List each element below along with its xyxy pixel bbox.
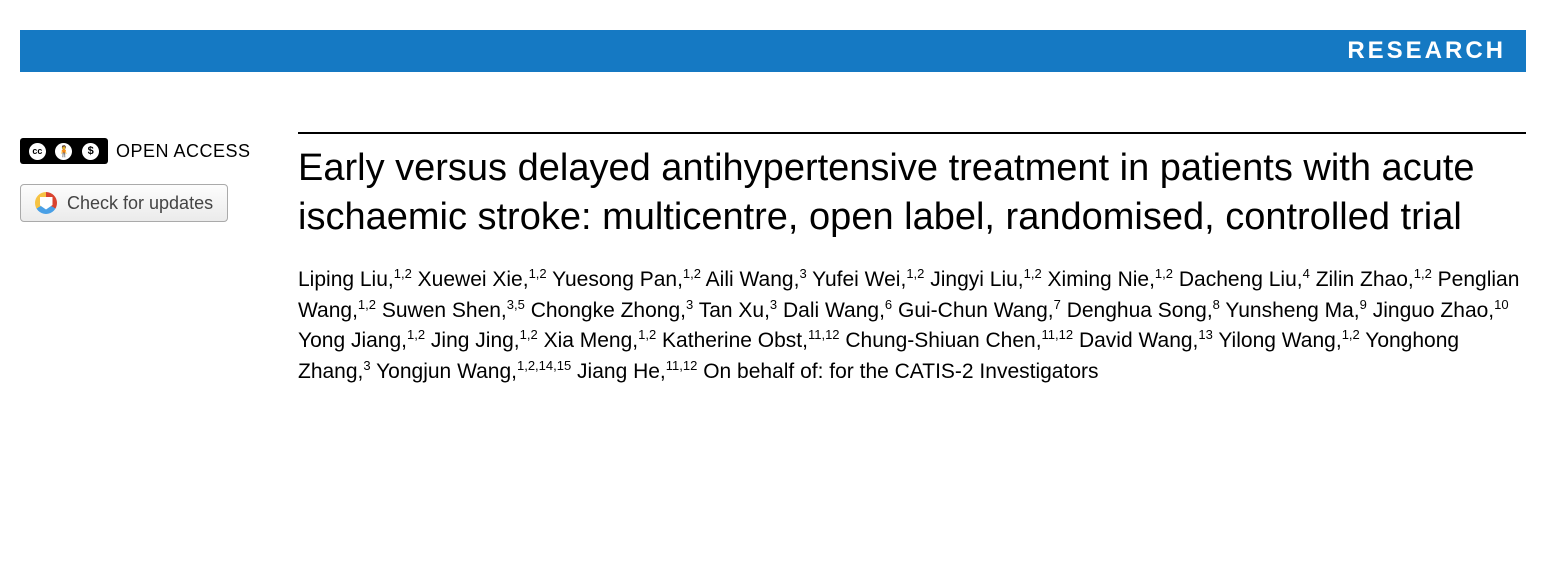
on-behalf: On behalf of: for the CATIS-2 Investigat… xyxy=(703,360,1098,383)
author-list: Liping Liu,1,2 Xuewei Xie,1,2 Yuesong Pa… xyxy=(298,265,1526,387)
author: Ximing Nie, xyxy=(1048,268,1155,291)
author-affil: 3 xyxy=(686,297,693,312)
check-updates-label: Check for updates xyxy=(67,193,213,214)
author-affil: 3 xyxy=(799,266,806,281)
author: Denghua Song, xyxy=(1067,299,1213,322)
author: Gui-Chun Wang, xyxy=(898,299,1054,322)
author: Zilin Zhao, xyxy=(1316,268,1414,291)
author-affil: 10 xyxy=(1494,297,1508,312)
crossmark-icon xyxy=(35,192,57,214)
article-title: Early versus delayed antihypertensive tr… xyxy=(298,144,1526,241)
author: Yilong Wang, xyxy=(1218,329,1341,352)
author-affil: 1,2 xyxy=(529,266,547,281)
content-row: cc 🧍 $ OPEN ACCESS Check for updates Ear… xyxy=(20,132,1526,387)
author: Tan Xu, xyxy=(699,299,770,322)
author-affil: 11,12 xyxy=(666,358,698,373)
author: Jiang He, xyxy=(577,360,666,383)
author-affil: 1,2 xyxy=(407,327,425,342)
nc-icon: $ xyxy=(82,143,99,160)
author-affil: 1,2 xyxy=(906,266,924,281)
open-access-row: cc 🧍 $ OPEN ACCESS xyxy=(20,138,270,164)
author: Jing Jing, xyxy=(431,329,520,352)
left-column: cc 🧍 $ OPEN ACCESS Check for updates xyxy=(20,132,270,387)
author-affil: 1,2 xyxy=(520,327,538,342)
author: Chongke Zhong, xyxy=(531,299,686,322)
author-affil: 1,2 xyxy=(1024,266,1042,281)
author-affil: 1,2 xyxy=(638,327,656,342)
author-affil: 3 xyxy=(363,358,370,373)
author-affil: 1,2 xyxy=(1155,266,1173,281)
author-affil: 8 xyxy=(1213,297,1220,312)
author: Yongjun Wang, xyxy=(376,360,517,383)
author-affil: 1,2 xyxy=(394,266,412,281)
author: Xia Meng, xyxy=(544,329,639,352)
author: David Wang, xyxy=(1079,329,1198,352)
author-affil: 4 xyxy=(1303,266,1310,281)
author-affil: 3 xyxy=(770,297,777,312)
article-header: Early versus delayed antihypertensive tr… xyxy=(298,132,1526,387)
author-affil: 1,2 xyxy=(1342,327,1360,342)
author: Xuewei Xie, xyxy=(418,268,529,291)
open-access-label: OPEN ACCESS xyxy=(116,141,251,162)
cc-license-badge: cc 🧍 $ xyxy=(20,138,108,164)
author: Yunsheng Ma, xyxy=(1225,299,1359,322)
author-affil: 1,2 xyxy=(358,297,376,312)
research-banner: RESEARCH xyxy=(20,30,1526,72)
author: Suwen Shen, xyxy=(382,299,507,322)
author: Liping Liu, xyxy=(298,268,394,291)
author-affil: 1,2 xyxy=(1414,266,1432,281)
author-affil: 1,2,14,15 xyxy=(517,358,571,373)
author-affil: 1,2 xyxy=(683,266,701,281)
author-affil: 3,5 xyxy=(507,297,525,312)
author-affil: 13 xyxy=(1198,327,1212,342)
by-icon: 🧍 xyxy=(55,143,72,160)
check-updates-button[interactable]: Check for updates xyxy=(20,184,228,222)
author: Dacheng Liu, xyxy=(1179,268,1303,291)
author-affil: 7 xyxy=(1054,297,1061,312)
author-affil: 6 xyxy=(885,297,892,312)
cc-icon: cc xyxy=(29,143,46,160)
author: Chung-Shiuan Chen, xyxy=(845,329,1041,352)
author: Aili Wang, xyxy=(706,268,800,291)
author: Yuesong Pan, xyxy=(552,268,683,291)
author: Jinguo Zhao, xyxy=(1373,299,1494,322)
author: Jingyi Liu, xyxy=(930,268,1023,291)
author: Yong Jiang, xyxy=(298,329,407,352)
author-affil: 9 xyxy=(1360,297,1367,312)
author: Dali Wang, xyxy=(783,299,885,322)
banner-label: RESEARCH xyxy=(1347,37,1506,65)
author-affil: 11,12 xyxy=(808,327,840,342)
author: Katherine Obst, xyxy=(662,329,808,352)
author: Yufei Wei, xyxy=(812,268,906,291)
author-affil: 11,12 xyxy=(1042,327,1074,342)
